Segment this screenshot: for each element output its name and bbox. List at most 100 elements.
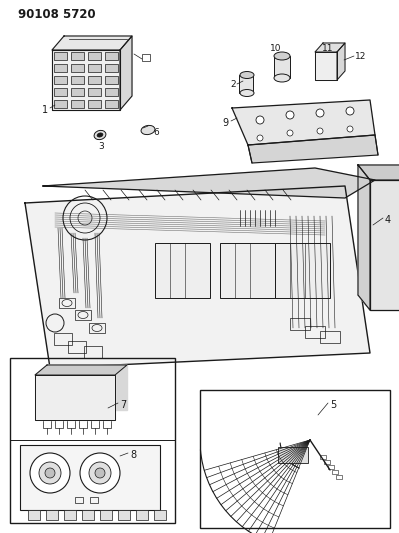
Polygon shape xyxy=(43,168,375,198)
Bar xyxy=(239,75,253,93)
Bar xyxy=(28,510,40,520)
Bar xyxy=(68,341,86,353)
Bar xyxy=(290,318,310,330)
Bar xyxy=(274,56,290,78)
Polygon shape xyxy=(315,52,337,80)
Bar xyxy=(142,54,150,61)
Bar xyxy=(43,420,51,428)
Bar xyxy=(91,420,99,428)
Polygon shape xyxy=(248,135,378,163)
Ellipse shape xyxy=(274,74,290,82)
Polygon shape xyxy=(120,36,132,110)
Text: 3: 3 xyxy=(98,142,104,151)
Circle shape xyxy=(346,107,354,115)
Bar xyxy=(105,88,118,96)
Ellipse shape xyxy=(141,125,155,135)
Bar xyxy=(103,420,111,428)
Bar xyxy=(324,460,330,464)
Text: 10: 10 xyxy=(270,44,282,53)
Text: 8: 8 xyxy=(130,450,136,460)
Ellipse shape xyxy=(94,131,106,140)
Bar xyxy=(71,76,84,84)
Bar xyxy=(59,298,75,308)
Bar xyxy=(154,510,166,520)
Ellipse shape xyxy=(274,52,290,60)
Bar xyxy=(100,510,112,520)
Bar xyxy=(88,88,101,96)
Bar xyxy=(88,100,101,108)
Bar xyxy=(118,510,130,520)
Circle shape xyxy=(89,462,111,484)
Bar xyxy=(105,100,118,108)
Bar xyxy=(75,310,91,320)
Bar xyxy=(71,100,84,108)
Polygon shape xyxy=(25,186,370,368)
Text: 90108 5720: 90108 5720 xyxy=(18,8,96,21)
Text: 12: 12 xyxy=(355,52,366,61)
Bar xyxy=(54,88,67,96)
Bar xyxy=(305,326,325,338)
Ellipse shape xyxy=(240,90,254,96)
Bar xyxy=(91,380,109,415)
Text: 6: 6 xyxy=(153,128,159,137)
Polygon shape xyxy=(52,36,132,50)
Circle shape xyxy=(95,468,105,478)
Bar xyxy=(84,346,102,358)
Bar xyxy=(54,64,67,72)
Circle shape xyxy=(30,453,70,493)
Bar xyxy=(67,420,75,428)
Bar xyxy=(55,420,63,428)
Circle shape xyxy=(80,453,120,493)
Bar xyxy=(71,88,84,96)
Bar xyxy=(136,510,148,520)
Polygon shape xyxy=(52,50,120,110)
Circle shape xyxy=(347,126,353,132)
Bar xyxy=(328,465,334,469)
Bar xyxy=(89,323,105,333)
Ellipse shape xyxy=(240,71,254,78)
Bar xyxy=(54,76,67,84)
Bar xyxy=(88,52,101,60)
Bar xyxy=(54,333,72,345)
Polygon shape xyxy=(358,165,370,310)
Polygon shape xyxy=(315,43,345,52)
Bar xyxy=(64,510,76,520)
Text: 9: 9 xyxy=(222,118,228,128)
Bar xyxy=(90,497,98,503)
Bar xyxy=(79,420,87,428)
Bar xyxy=(155,243,210,298)
Bar xyxy=(220,243,275,298)
Bar xyxy=(320,455,326,459)
Circle shape xyxy=(256,116,264,124)
Bar xyxy=(67,380,85,415)
Bar xyxy=(332,470,338,474)
Polygon shape xyxy=(358,165,399,180)
Bar xyxy=(10,358,175,523)
Bar xyxy=(105,76,118,84)
Circle shape xyxy=(45,468,55,478)
Bar xyxy=(71,64,84,72)
Text: 1: 1 xyxy=(42,105,48,115)
Ellipse shape xyxy=(97,133,103,137)
Text: 11: 11 xyxy=(322,44,334,53)
Text: 4: 4 xyxy=(385,215,391,225)
Circle shape xyxy=(257,135,263,141)
Bar xyxy=(54,100,67,108)
Text: 7: 7 xyxy=(120,400,126,410)
Bar xyxy=(75,497,83,503)
Circle shape xyxy=(287,130,293,136)
Text: 2: 2 xyxy=(230,80,236,89)
Text: 5: 5 xyxy=(330,400,336,410)
Polygon shape xyxy=(47,365,127,410)
Bar xyxy=(71,52,84,60)
Bar xyxy=(46,510,58,520)
Bar xyxy=(200,390,390,528)
Polygon shape xyxy=(370,180,399,310)
Bar xyxy=(43,380,61,415)
Bar xyxy=(82,510,94,520)
Bar xyxy=(336,475,342,479)
Circle shape xyxy=(316,109,324,117)
Bar xyxy=(105,52,118,60)
Polygon shape xyxy=(35,375,115,420)
Bar xyxy=(88,76,101,84)
